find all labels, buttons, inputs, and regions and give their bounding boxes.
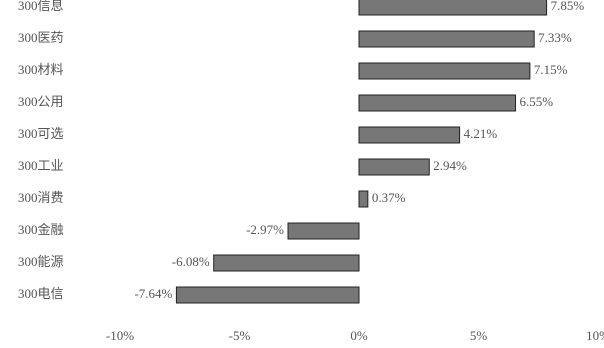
bar — [213, 254, 360, 272]
x-tick-label: 0% — [350, 328, 368, 343]
category-label: 300公用 — [18, 94, 64, 109]
bar — [358, 158, 430, 176]
category-label: 300金融 — [18, 222, 64, 237]
x-tick-label: -10% — [106, 328, 134, 343]
bar — [287, 222, 360, 240]
x-tick-label: 10% — [586, 328, 604, 343]
bar — [358, 30, 535, 48]
category-label: 300工业 — [18, 158, 64, 173]
value-label: 2.94% — [433, 158, 467, 173]
value-label: 7.85% — [551, 0, 585, 13]
category-label: 300信息 — [18, 0, 64, 13]
value-label: -6.08% — [172, 254, 210, 269]
bar — [358, 62, 531, 80]
category-label: 300可选 — [18, 126, 64, 141]
value-label: 4.21% — [464, 126, 498, 141]
category-label: 300能源 — [18, 254, 64, 269]
x-tick-label: 5% — [470, 328, 488, 343]
x-tick-label: -5% — [229, 328, 251, 343]
category-label: 300消费 — [18, 190, 64, 205]
value-label: -7.64% — [134, 286, 172, 301]
value-label: -2.97% — [246, 222, 284, 237]
bar — [358, 190, 369, 208]
category-label: 300电信 — [18, 286, 64, 301]
category-label: 300材料 — [18, 62, 64, 77]
value-label: 6.55% — [520, 94, 554, 109]
value-label: 0.37% — [372, 190, 406, 205]
bar — [175, 286, 360, 304]
bar — [358, 126, 461, 144]
bar — [358, 0, 548, 16]
value-label: 7.15% — [534, 62, 568, 77]
value-label: 7.33% — [538, 30, 572, 45]
bar — [358, 94, 517, 112]
category-label: 300医药 — [18, 30, 64, 45]
